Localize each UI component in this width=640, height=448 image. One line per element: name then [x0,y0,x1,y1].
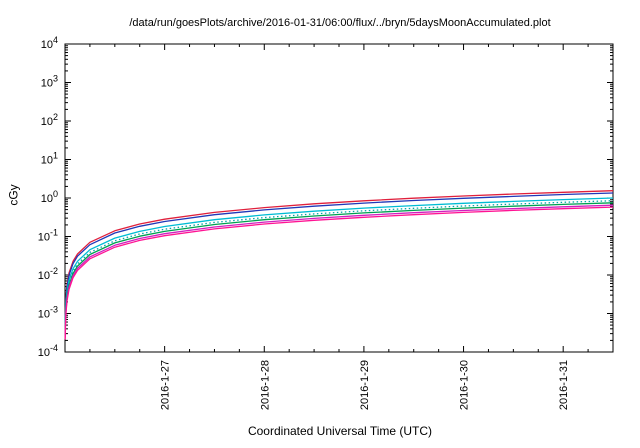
series-line-accumulated-dose-navy [64,192,614,326]
x-axis-label: Coordinated Universal Time (UTC) [247,424,433,438]
y-tick-label: 10-2 [38,266,58,282]
series-line-accumulated-dose-cyan [64,197,614,331]
plot-border [64,43,614,353]
x-tick-label: 2016-1-27 [160,360,172,410]
y-tick-label: 103 [41,74,58,90]
y-tick-label: 101 [41,151,58,167]
y-tick-label: 10-1 [38,228,58,244]
y-tick-label: 10-4 [38,343,58,359]
x-tick-label: 2016-1-29 [359,360,371,410]
y-tick-label: 10-3 [38,305,58,321]
y-tick-label: 100 [41,189,58,205]
x-tick-label: 2016-1-30 [459,360,471,410]
x-tick-label: 2016-1-28 [259,360,271,410]
x-tick-label: 2016-1-31 [558,360,570,410]
y-tick-label: 104 [41,35,58,51]
series-line-accumulated-dose-teal-dotted [64,200,614,334]
chart-title: /data/run/goesPlots/archive/2016-01-31/0… [129,17,551,29]
y-axis-label: cGy [6,184,21,206]
series-line-accumulated-dose-pink [64,206,614,340]
series-line-accumulated-dose-red [64,190,614,324]
y-tick-label: 102 [41,112,58,128]
